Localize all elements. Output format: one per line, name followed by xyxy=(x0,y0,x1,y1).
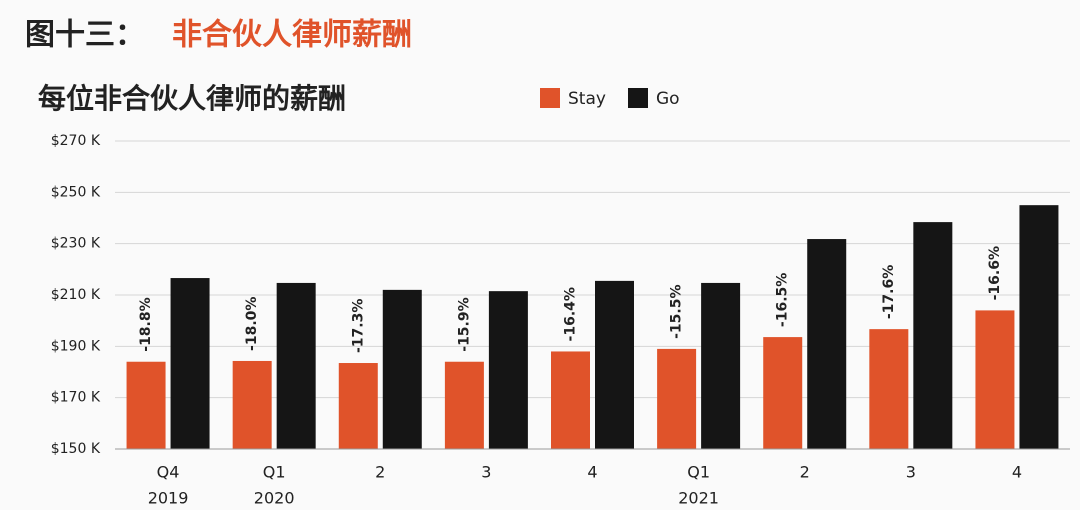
y-tick-label: $170 K xyxy=(51,390,101,406)
x-group-label: 2019 xyxy=(148,489,189,508)
x-tick-label: 2 xyxy=(800,463,810,482)
bar xyxy=(488,291,528,449)
bar xyxy=(869,329,909,449)
bar-annotation: -17.3% xyxy=(350,299,366,353)
bar-annotation: -16.4% xyxy=(563,287,579,341)
x-tick-label: 3 xyxy=(906,463,916,482)
x-tick-label: Q1 xyxy=(263,463,286,482)
bar xyxy=(276,282,316,449)
y-tick-label: $270 K xyxy=(51,133,101,149)
header-title: 非合伙人律师薪酬 xyxy=(172,18,412,53)
x-tick-label: Q4 xyxy=(157,463,180,482)
bar xyxy=(232,360,272,449)
x-tick-label: 4 xyxy=(587,463,597,482)
bar xyxy=(913,222,953,449)
bar xyxy=(338,363,378,449)
bar xyxy=(551,351,590,449)
bar xyxy=(701,282,741,449)
legend-swatch xyxy=(540,88,560,108)
bar xyxy=(657,348,697,449)
x-tick-label: 3 xyxy=(481,463,491,482)
chart-title: 每位非合伙人律师的薪酬 xyxy=(38,82,346,115)
legend-label: Stay xyxy=(568,89,606,109)
bar xyxy=(1019,205,1059,449)
bar-annotation: -15.9% xyxy=(456,297,472,351)
y-tick-label: $190 K xyxy=(51,338,101,354)
bar-annotation: -18.0% xyxy=(244,297,260,351)
bar xyxy=(595,280,634,449)
bar xyxy=(126,361,166,449)
x-tick-label: Q1 xyxy=(687,463,710,482)
bar xyxy=(444,361,484,449)
y-tick-label: $250 K xyxy=(51,184,101,200)
bar xyxy=(763,337,803,449)
legend-label: Go xyxy=(656,89,680,109)
y-tick-label: $210 K xyxy=(51,287,101,303)
bar xyxy=(975,310,1015,449)
x-group-label: 2021 xyxy=(678,489,719,508)
bar-annotation: -16.5% xyxy=(775,273,791,327)
y-tick-label: $150 K xyxy=(51,441,101,457)
x-tick-label: 2 xyxy=(375,463,385,482)
y-tick-label: $230 K xyxy=(51,236,101,252)
x-tick-label: 4 xyxy=(1012,463,1022,482)
header-prefix: 图十三： xyxy=(25,18,145,53)
bar-annotation: -18.8% xyxy=(138,297,154,351)
bar xyxy=(807,239,847,449)
bar-annotation: -16.6% xyxy=(987,246,1003,300)
legend-swatch xyxy=(628,88,648,108)
x-group-label: 2020 xyxy=(254,489,295,508)
bar-annotation: -17.6% xyxy=(881,265,897,319)
bar-annotation: -15.5% xyxy=(669,285,685,339)
bar xyxy=(382,289,422,449)
bar xyxy=(170,278,210,449)
